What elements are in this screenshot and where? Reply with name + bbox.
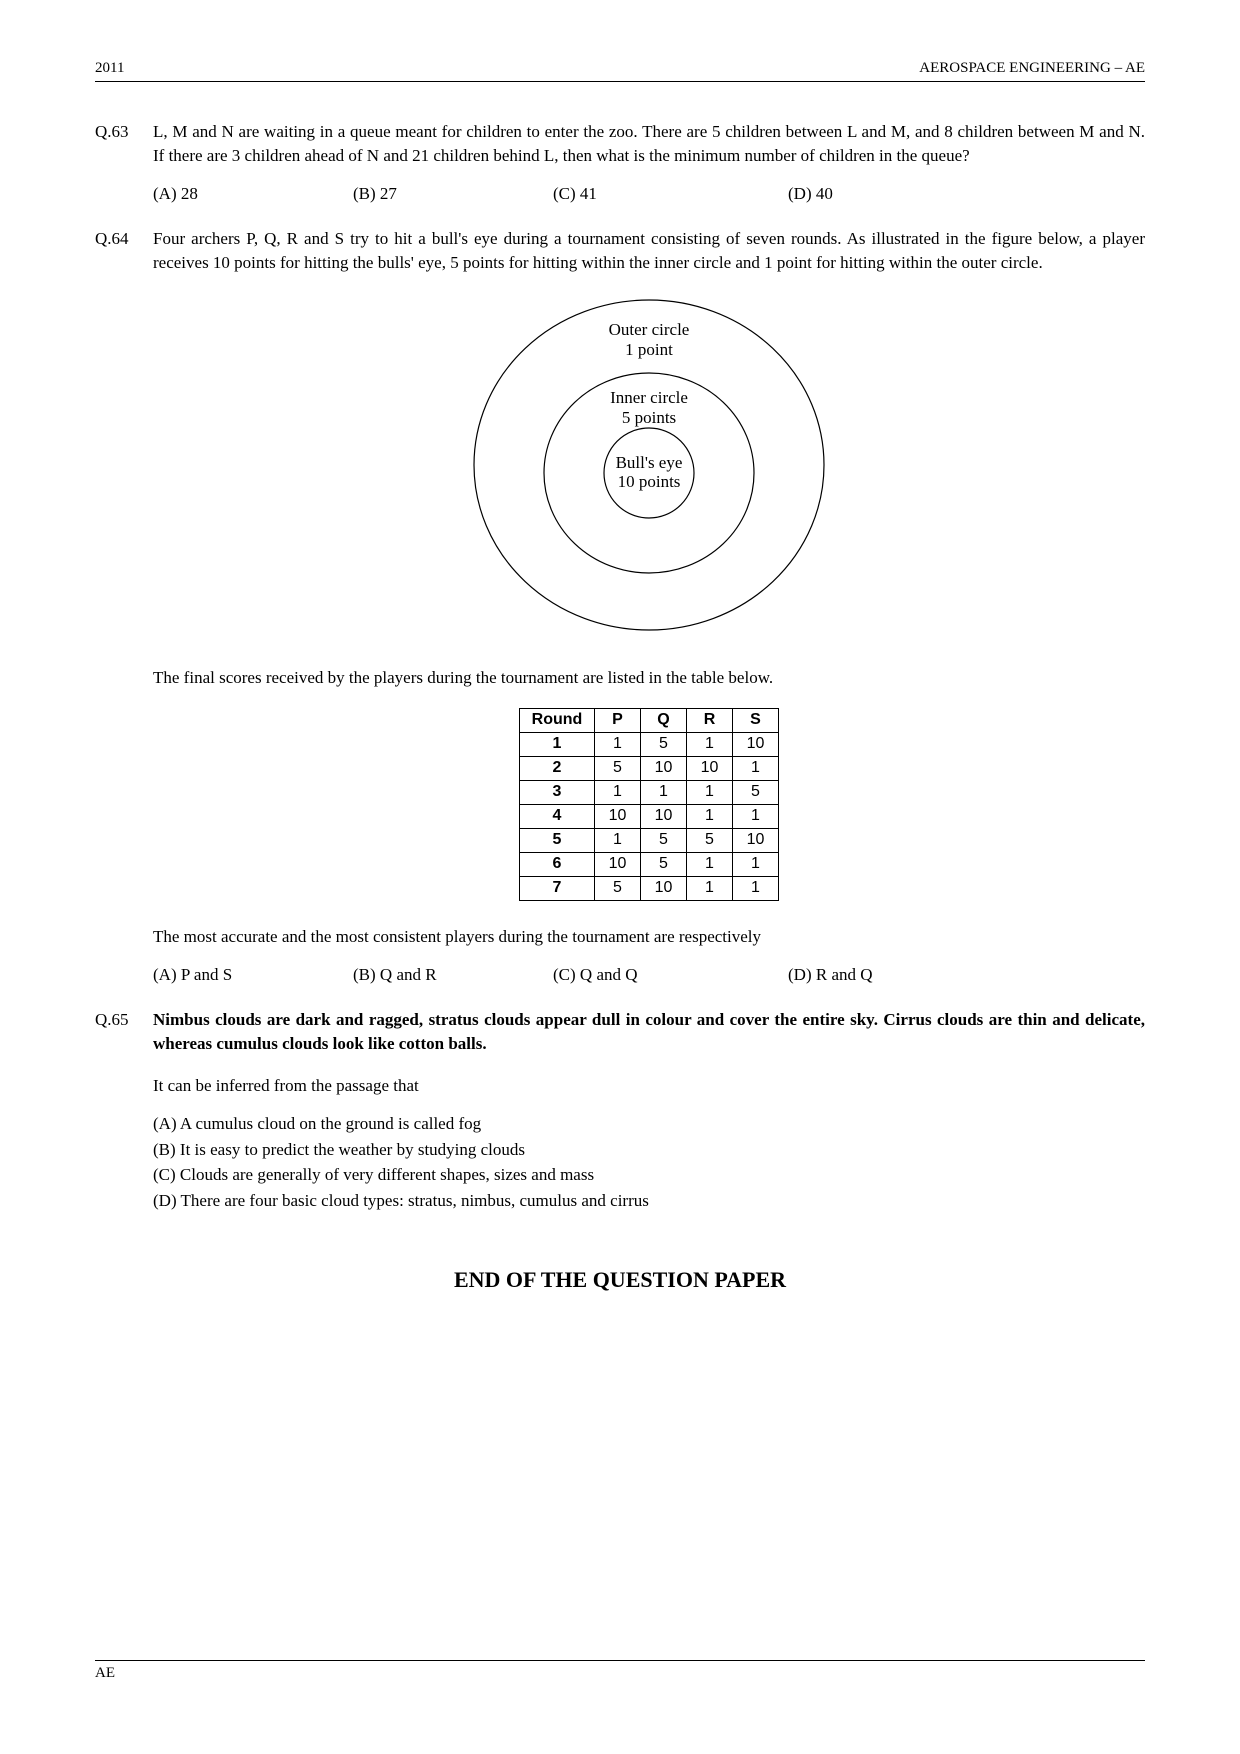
question-body: Nimbus clouds are dark and ragged, strat… [153,1008,1145,1215]
question-65: Q.65 Nimbus clouds are dark and ragged, … [95,1008,1145,1215]
table-cell: 10 [733,828,779,852]
option-b: (B) It is easy to predict the weather by… [153,1138,1145,1162]
option-d: (D) There are four basic cloud types: st… [153,1189,1145,1213]
table-cell: 1 [733,852,779,876]
table-cell: 4 [520,804,595,828]
scores-table: RoundPQRS1151102510101311154101011515510… [519,708,779,901]
scores-table-wrap: RoundPQRS1151102510101311154101011515510… [153,708,1145,901]
option-a: (A) P and S [153,963,353,987]
page-footer: AE [95,1660,1145,1684]
table-cell: 1 [641,780,687,804]
table-row: 2510101 [520,756,779,780]
question-text: Four archers P, Q, R and S try to hit a … [153,227,1145,275]
page-header: 2011 AEROSPACE ENGINEERING – AE [95,58,1145,82]
table-cell: 5 [687,828,733,852]
table-cell: 3 [520,780,595,804]
table-cell: 10 [641,804,687,828]
table-cell: 10 [733,732,779,756]
table-row: 115110 [520,732,779,756]
table-cell: 1 [687,804,733,828]
table-row: 610511 [520,852,779,876]
svg-text:Bull's eye: Bull's eye [616,453,683,472]
table-cell: 5 [595,756,641,780]
option-b: (B) 27 [353,182,553,206]
question-body: L, M and N are waiting in a queue meant … [153,120,1145,205]
table-header: P [595,708,641,732]
table-cell: 6 [520,852,595,876]
option-a: (A) 28 [153,182,353,206]
option-c: (C) 41 [553,182,788,206]
table-cell: 1 [687,852,733,876]
table-cell: 1 [687,780,733,804]
header-year: 2011 [95,58,124,79]
table-cell: 1 [733,756,779,780]
table-row: 31115 [520,780,779,804]
table-row: 515510 [520,828,779,852]
table-cell: 2 [520,756,595,780]
svg-text:Inner circle: Inner circle [610,388,688,407]
svg-text:10 points: 10 points [618,472,681,491]
end-of-paper: END OF THE QUESTION PAPER [95,1265,1145,1296]
table-cell: 7 [520,876,595,900]
table-cell: 1 [687,732,733,756]
table-row: 751011 [520,876,779,900]
option-d: (D) R and Q [788,963,988,987]
question-63: Q.63 L, M and N are waiting in a queue m… [95,120,1145,205]
svg-text:1 point: 1 point [625,340,673,359]
header-subject: AEROSPACE ENGINEERING – AE [919,58,1145,79]
svg-text:Outer circle: Outer circle [609,320,690,339]
table-cell: 5 [733,780,779,804]
question-text: L, M and N are waiting in a queue meant … [153,120,1145,168]
table-cell: 1 [595,828,641,852]
table-cell: 1 [733,876,779,900]
svg-text:5 points: 5 points [622,408,676,427]
table-header: Round [520,708,595,732]
table-cell: 10 [641,756,687,780]
accuracy-text: The most accurate and the most consisten… [153,925,1145,949]
table-cell: 1 [687,876,733,900]
options-row: (A) 28 (B) 27 (C) 41 (D) 40 [153,182,1145,206]
q65-infer-text: It can be inferred from the passage that [153,1074,1145,1098]
table-header: Q [641,708,687,732]
table-cell: 5 [641,732,687,756]
table-cell: 5 [641,852,687,876]
footer-code: AE [95,1665,115,1681]
table-cell: 5 [520,828,595,852]
table-cell: 5 [595,876,641,900]
table-cell: 10 [641,876,687,900]
table-header: R [687,708,733,732]
table-cell: 10 [595,852,641,876]
table-cell: 10 [687,756,733,780]
scores-intro: The final scores received by the players… [153,666,1145,690]
table-cell: 10 [595,804,641,828]
option-d: (D) 40 [788,182,988,206]
target-svg: Outer circle1 point Inner circle5 points B… [434,293,864,638]
option-b: (B) Q and R [353,963,553,987]
option-c: (C) Clouds are generally of very differe… [153,1163,1145,1187]
q65-options-list: (A) A cumulus cloud on the ground is cal… [153,1112,1145,1213]
question-64: Q.64 Four archers P, Q, R and S try to h… [95,227,1145,986]
table-cell: 5 [641,828,687,852]
table-row: 4101011 [520,804,779,828]
question-number: Q.64 [95,227,153,986]
question-body: Four archers P, Q, R and S try to hit a … [153,227,1145,986]
table-header: S [733,708,779,732]
target-figure: Outer circle1 point Inner circle5 points B… [153,293,1145,638]
table-cell: 1 [595,780,641,804]
option-c: (C) Q and Q [553,963,788,987]
table-cell: 1 [520,732,595,756]
question-number: Q.63 [95,120,153,205]
table-cell: 1 [733,804,779,828]
question-number: Q.65 [95,1008,153,1215]
option-a: (A) A cumulus cloud on the ground is cal… [153,1112,1145,1136]
table-cell: 1 [595,732,641,756]
options-row: (A) P and S (B) Q and R (C) Q and Q (D) … [153,963,1145,987]
q65-bold-text: Nimbus clouds are dark and ragged, strat… [153,1008,1145,1056]
